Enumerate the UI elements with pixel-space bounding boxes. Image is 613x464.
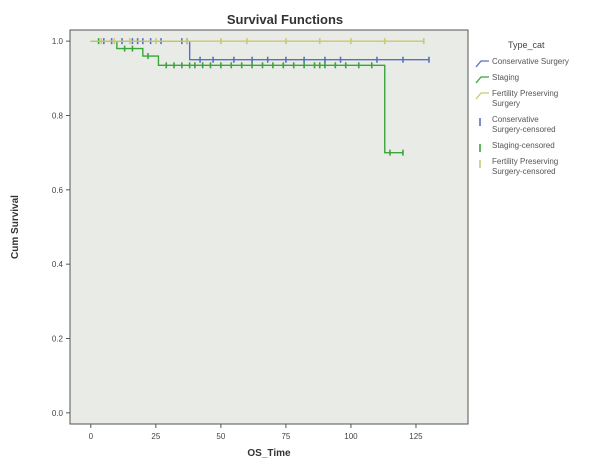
- x-tick-label: 100: [344, 432, 358, 441]
- axes: 0 25 50 75 100 125 0.0 0.2 0.4 0.6 0.8 1.0: [52, 37, 423, 441]
- series-layer: [90, 38, 430, 156]
- legend-entry: Conservative Surgery-censored: [492, 115, 556, 134]
- legend-line-swatch: [475, 76, 489, 84]
- x-tick-label: 25: [151, 432, 160, 441]
- legend-entry: Conservative Surgery: [492, 57, 569, 66]
- legend-entry: Staging: [492, 73, 519, 82]
- x-tick-label: 0: [89, 432, 94, 441]
- y-tick-label: 0.6: [52, 186, 64, 195]
- series-line-1: [90, 40, 403, 154]
- plot-area: [69, 29, 469, 425]
- chart-title: Survival Functions: [227, 12, 343, 27]
- legend: Type_cat Conservative Surgery Staging Fert…: [475, 40, 569, 176]
- x-axis-label: OS_Time: [247, 448, 291, 459]
- legend-entry: Staging-censored: [492, 141, 555, 150]
- y-tick-label: 0.0: [52, 409, 64, 418]
- y-axis-label: Cum Survival: [10, 195, 21, 259]
- legend-entry: Fertility Preserving Surgery: [492, 89, 558, 108]
- legend-entry: Fertility Preserving Surgery-censored: [492, 157, 558, 176]
- legend-title: Type_cat: [508, 40, 545, 50]
- y-tick-label: 0.2: [52, 335, 64, 344]
- y-tick-label: 0.4: [52, 260, 64, 269]
- x-tick-label: 50: [216, 432, 225, 441]
- x-tick-label: 75: [281, 432, 290, 441]
- legend-line-swatch: [475, 92, 489, 100]
- y-tick-label: 1.0: [52, 37, 64, 46]
- legend-line-swatch: [475, 60, 489, 68]
- x-tick-label: 125: [409, 432, 423, 441]
- y-tick-label: 0.8: [52, 111, 64, 120]
